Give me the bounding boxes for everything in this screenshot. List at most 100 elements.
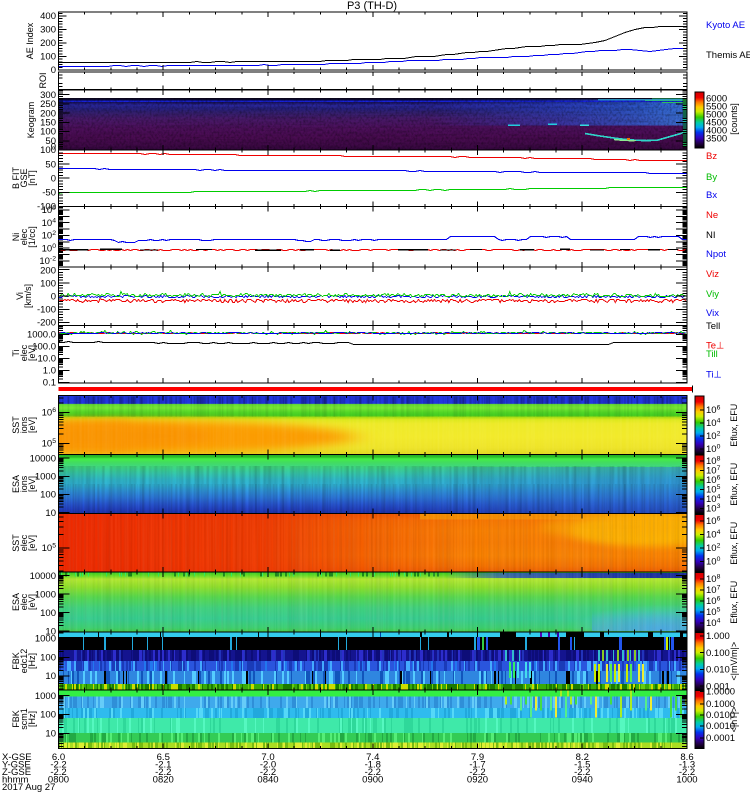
svg-text:B FIT: B FIT — [11, 166, 21, 189]
svg-text:[eV]: [eV] — [27, 345, 37, 361]
svg-text:200: 200 — [40, 38, 56, 49]
svg-text:Vix: Vix — [706, 308, 719, 319]
svg-text:Z-GSE: Z-GSE — [2, 767, 31, 778]
svg-text:elec: elec — [19, 534, 29, 551]
svg-text:10.0: 10.0 — [38, 354, 57, 365]
svg-text:0.010: 0.010 — [706, 665, 730, 676]
svg-text:[eV]: [eV] — [27, 594, 37, 610]
svg-text:7.4: 7.4 — [366, 752, 379, 763]
svg-text:102: 102 — [706, 543, 721, 555]
svg-text:10000: 10000 — [30, 453, 56, 464]
svg-text:7.9: 7.9 — [471, 752, 484, 763]
svg-text:-2.2: -2.2 — [365, 767, 381, 778]
svg-text:10: 10 — [45, 626, 56, 637]
svg-text:-1.8: -1.8 — [365, 760, 381, 771]
svg-text:104: 104 — [706, 494, 721, 506]
svg-text:Viz: Viz — [706, 269, 719, 280]
svg-text:1000: 1000 — [35, 634, 56, 645]
svg-text:Themis AE: Themis AE — [706, 50, 750, 61]
svg-text:100: 100 — [40, 710, 56, 721]
svg-text:elec: elec — [19, 344, 29, 361]
svg-text:100: 100 — [40, 145, 56, 156]
svg-text:Eflux, EFU: Eflux, EFU — [729, 463, 739, 506]
svg-text:102: 102 — [42, 230, 57, 242]
svg-text:-1.5: -1.5 — [574, 760, 590, 771]
svg-text:Till: Till — [706, 349, 718, 360]
svg-text:100: 100 — [40, 279, 56, 290]
svg-text:1000: 1000 — [35, 589, 56, 600]
svg-text:0: 0 — [51, 173, 56, 184]
svg-text:0.100: 0.100 — [706, 648, 730, 659]
svg-text:400: 400 — [40, 11, 56, 22]
svg-text:hhmm: hhmm — [2, 775, 28, 786]
svg-text:105: 105 — [42, 438, 57, 450]
svg-text:300: 300 — [40, 25, 56, 36]
svg-text:100: 100 — [40, 52, 56, 63]
svg-text:8.6: 8.6 — [680, 752, 693, 763]
svg-text:100: 100 — [40, 490, 56, 501]
svg-text:100: 100 — [40, 652, 56, 663]
svg-text:NI: NI — [706, 230, 716, 241]
svg-text:-2.1: -2.1 — [155, 760, 171, 771]
svg-text:elec: elec — [19, 228, 29, 245]
svg-text:0840: 0840 — [257, 775, 278, 786]
svg-text:108: 108 — [706, 574, 721, 586]
svg-text:6.0: 6.0 — [52, 752, 65, 763]
svg-text:ions: ions — [19, 475, 29, 492]
svg-text:By: By — [706, 172, 717, 183]
svg-text:-1.3: -1.3 — [679, 760, 695, 771]
svg-text:[km/s]: [km/s] — [23, 284, 33, 308]
svg-text:<|mV/m|>: <|mV/m|> — [729, 642, 739, 681]
svg-text:106: 106 — [706, 405, 721, 417]
svg-text:250: 250 — [40, 99, 56, 110]
svg-text:104: 104 — [42, 217, 57, 229]
svg-text:-2.2: -2.2 — [155, 767, 171, 778]
svg-text:100: 100 — [40, 608, 56, 619]
svg-text:8.2: 8.2 — [576, 752, 589, 763]
svg-text:Ne: Ne — [706, 210, 718, 221]
svg-text:100: 100 — [42, 243, 57, 255]
svg-text:4500: 4500 — [706, 118, 727, 129]
svg-text:100: 100 — [40, 127, 56, 138]
svg-text:0.1: 0.1 — [43, 378, 56, 389]
svg-text:Npot: Npot — [706, 249, 726, 260]
svg-text:106: 106 — [42, 407, 57, 419]
svg-text:scm1: scm1 — [19, 708, 29, 730]
svg-text:107: 107 — [706, 465, 721, 477]
svg-text:200: 200 — [40, 266, 56, 277]
svg-text:0.001: 0.001 — [706, 681, 730, 692]
svg-text:ESA: ESA — [11, 475, 21, 493]
svg-text:P3 (TH-D): P3 (TH-D) — [347, 0, 397, 12]
svg-text:0800: 0800 — [48, 775, 69, 786]
svg-text:100: 100 — [706, 444, 721, 456]
svg-text:SST: SST — [11, 534, 21, 552]
svg-text:5500: 5500 — [706, 102, 727, 113]
svg-text:Keogram: Keogram — [26, 102, 36, 139]
svg-text:Tell: Tell — [706, 321, 720, 332]
svg-text:0920: 0920 — [467, 775, 488, 786]
svg-text:[1/cc]: [1/cc] — [27, 226, 37, 248]
svg-text:-2.2: -2.2 — [50, 760, 66, 771]
svg-text:1000: 1000 — [676, 775, 697, 786]
svg-text:ions: ions — [19, 416, 29, 433]
svg-text:50: 50 — [45, 136, 56, 147]
svg-text:104: 104 — [706, 618, 721, 630]
svg-text:50: 50 — [45, 159, 56, 170]
svg-text:-2.2: -2.2 — [469, 767, 485, 778]
svg-text:1.0000: 1.0000 — [706, 687, 735, 698]
svg-text:-2.2: -2.2 — [260, 767, 276, 778]
svg-text:[eV]: [eV] — [27, 417, 37, 433]
svg-text:Te⊥: Te⊥ — [706, 341, 724, 352]
svg-text:4000: 4000 — [706, 126, 727, 137]
svg-text:107: 107 — [706, 585, 721, 597]
svg-text:0.0100: 0.0100 — [706, 710, 735, 721]
svg-text:2017 Aug 27: 2017 Aug 27 — [2, 782, 55, 793]
svg-text:10-2: 10-2 — [39, 256, 56, 268]
svg-text:108: 108 — [706, 456, 721, 468]
svg-text:[Hz]: [Hz] — [27, 653, 37, 669]
svg-text:106: 106 — [42, 205, 57, 217]
svg-text:Vi: Vi — [15, 292, 25, 300]
svg-text:SST: SST — [11, 416, 21, 434]
svg-text:1.000: 1.000 — [706, 631, 730, 642]
svg-text:6.5: 6.5 — [157, 752, 170, 763]
